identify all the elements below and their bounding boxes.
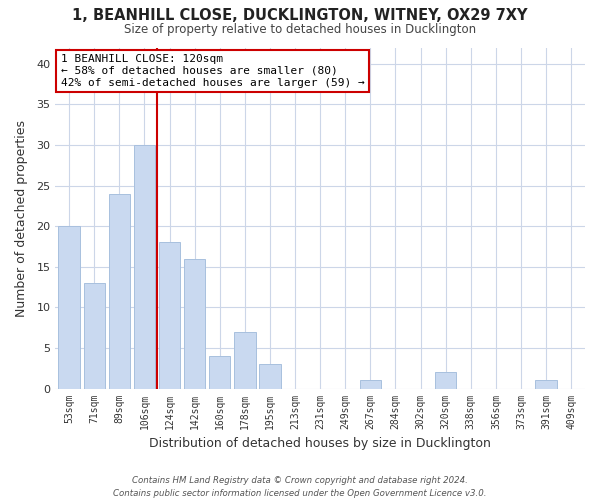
Bar	[159, 242, 180, 388]
Bar	[134, 145, 155, 388]
X-axis label: Distribution of detached houses by size in Ducklington: Distribution of detached houses by size …	[149, 437, 491, 450]
Bar	[109, 194, 130, 388]
Bar	[435, 372, 457, 388]
Bar	[359, 380, 381, 388]
Bar	[535, 380, 557, 388]
Y-axis label: Number of detached properties: Number of detached properties	[15, 120, 28, 316]
Text: Size of property relative to detached houses in Ducklington: Size of property relative to detached ho…	[124, 22, 476, 36]
Bar	[184, 258, 205, 388]
Bar	[58, 226, 80, 388]
Text: 1, BEANHILL CLOSE, DUCKLINGTON, WITNEY, OX29 7XY: 1, BEANHILL CLOSE, DUCKLINGTON, WITNEY, …	[72, 8, 528, 22]
Bar	[259, 364, 281, 388]
Text: Contains HM Land Registry data © Crown copyright and database right 2024.
Contai: Contains HM Land Registry data © Crown c…	[113, 476, 487, 498]
Bar	[83, 283, 105, 389]
Bar	[234, 332, 256, 388]
Bar	[209, 356, 230, 388]
Text: 1 BEANHILL CLOSE: 120sqm
← 58% of detached houses are smaller (80)
42% of semi-d: 1 BEANHILL CLOSE: 120sqm ← 58% of detach…	[61, 54, 364, 88]
